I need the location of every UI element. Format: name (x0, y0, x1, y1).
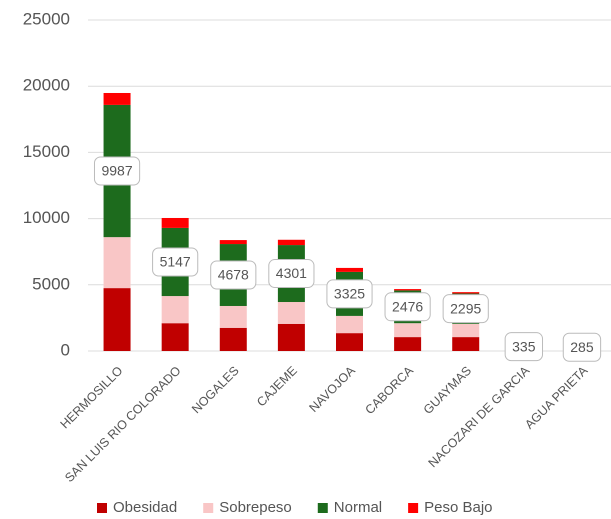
data-label-text: 335 (512, 338, 536, 354)
x-tick-label: CAJEME (254, 364, 300, 410)
x-tick-label: SAN LUIS RIO COLORADO (62, 363, 184, 485)
bar-segment (161, 323, 189, 351)
bar-segment (277, 323, 305, 351)
data-label-box (504, 332, 544, 362)
data-label-text: 285 (570, 339, 594, 355)
bar-segment (277, 239, 305, 246)
legend-label: Normal (334, 499, 382, 516)
bar-segment (394, 323, 422, 338)
x-tick-label: CABORCA (362, 363, 416, 417)
data-label-box (268, 259, 315, 289)
x-tick-label: NACOZARI DE GARCIA (426, 363, 533, 470)
bar-segment (103, 237, 131, 289)
legend-label: Peso Bajo (424, 499, 492, 516)
bar-segment (219, 327, 247, 351)
y-tick-label: 10000 (23, 208, 70, 227)
x-tick-label: GUAYMAS (421, 364, 474, 417)
data-label: 2295 (442, 294, 489, 324)
y-tick-label: 5000 (32, 274, 70, 293)
bar-segment (452, 292, 480, 294)
data-label-box (326, 279, 373, 309)
data-label: 335 (504, 332, 544, 362)
data-label-box (384, 292, 431, 322)
data-label-text: 2476 (392, 299, 423, 315)
data-label: 5147 (152, 247, 199, 277)
data-label-text: 5147 (160, 254, 191, 270)
bar-segment (394, 289, 422, 291)
data-label: 9987 (93, 156, 141, 186)
bar-segment (336, 267, 363, 272)
bar-segment (452, 337, 480, 351)
data-label-text: 3325 (334, 286, 365, 302)
x-tick-label: NAVOJOA (306, 363, 358, 415)
bar-segment (336, 315, 363, 334)
data-label-text: 2295 (450, 300, 481, 316)
data-label-text: 4301 (276, 265, 307, 281)
bar-segment (103, 92, 131, 105)
bar-segment (452, 323, 480, 338)
data-label-box (210, 260, 257, 290)
y-tick-label: 15000 (23, 142, 70, 161)
bar-segment (219, 305, 247, 328)
bar-segment (103, 288, 131, 351)
data-label-box (93, 156, 141, 186)
legend-swatch (408, 503, 419, 513)
bar-segment (336, 333, 363, 351)
data-label-text: 9987 (101, 163, 132, 179)
x-tick-label: NOGALES (189, 364, 242, 417)
bar-segment (219, 240, 247, 245)
y-tick-label: 20000 (23, 76, 70, 95)
data-label: 3325 (326, 279, 373, 309)
bar-segment (394, 337, 422, 351)
data-label: 4678 (210, 260, 257, 290)
data-label-box (562, 332, 602, 362)
legend-label: Sobrepeso (219, 499, 292, 516)
data-label-box (152, 247, 199, 277)
bar-segment (161, 217, 189, 228)
legend-swatch (97, 503, 107, 513)
legend-swatch (203, 503, 214, 513)
data-label: 2476 (384, 292, 431, 322)
x-tick-label: AGUA PRIETA (522, 363, 591, 432)
y-tick-label: 0 (61, 340, 70, 359)
data-label: 285 (562, 332, 602, 362)
data-label: 4301 (268, 259, 315, 289)
y-tick-label: 25000 (23, 9, 70, 28)
data-label-box (442, 294, 489, 324)
bar-segment (161, 296, 189, 324)
legend-label: Obesidad (113, 499, 177, 516)
bar-segment (277, 302, 305, 324)
legend-swatch (317, 503, 328, 513)
data-label-text: 4678 (218, 267, 249, 283)
